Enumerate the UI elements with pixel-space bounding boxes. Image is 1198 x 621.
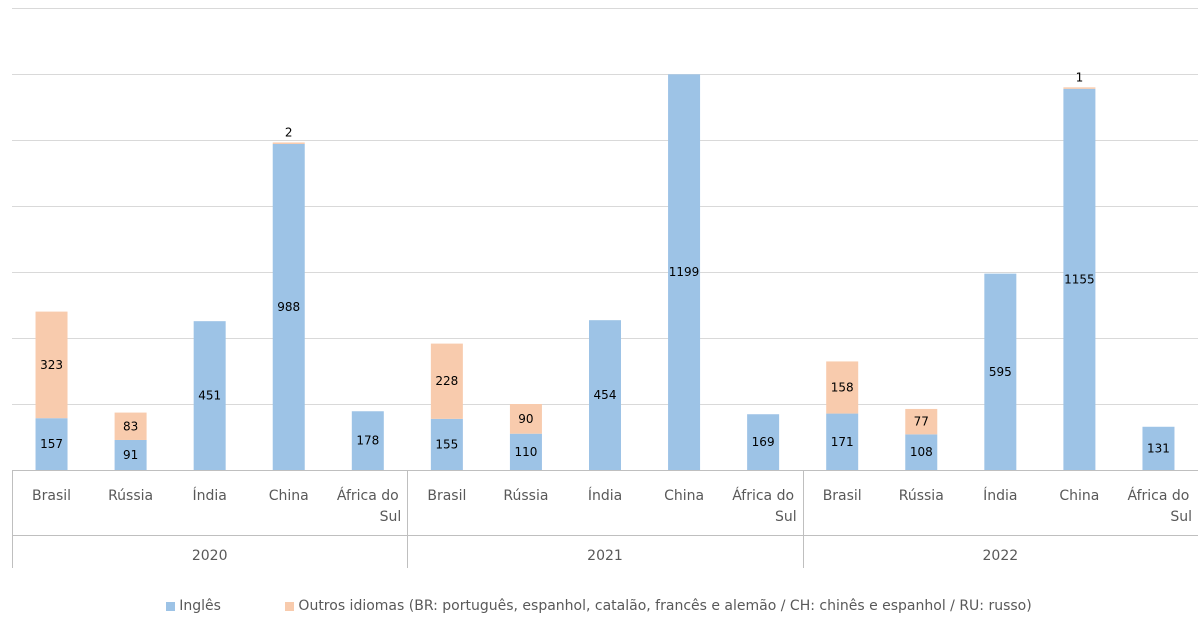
bar-ingles-2020-russia	[114, 439, 147, 470]
bar-outros-idiomas-2022-russia	[905, 408, 938, 435]
data-label-outros-idiomas-2020-russia: 83	[123, 419, 138, 433]
category-label-2020-brasil: Brasil	[32, 488, 71, 504]
category-label-2020-africa-do-sul-line1: África do	[337, 487, 399, 504]
data-label-outros-idiomas-2020-china: 2	[285, 125, 293, 139]
data-label-outros-idiomas-2022-brasil: 158	[831, 381, 854, 395]
category-label-2021-africa-do-sul-line1: África do	[732, 487, 794, 504]
data-label-ingles-2021-africa-do-sul: 169	[752, 435, 775, 449]
bar-ingles-2021-china	[668, 74, 701, 470]
bar-ingles-2020-africa-do-sul	[351, 411, 384, 470]
bar-outros-idiomas-2022-brasil	[826, 361, 859, 414]
legend-swatch-ingles	[166, 601, 176, 611]
category-label-2021-russia: Rússia	[503, 488, 548, 504]
data-label-ingles-2022-india: 595	[989, 365, 1012, 379]
bar-ingles-2021-russia	[509, 433, 542, 470]
data-label-ingles-2021-china: 1199	[669, 265, 700, 279]
bar-ingles-2022-india	[984, 273, 1017, 470]
category-label-2021-china: China	[664, 488, 704, 504]
data-label-outros-idiomas-2020-brasil: 323	[40, 358, 63, 372]
legend-item-ingles: Inglês	[166, 598, 221, 614]
data-label-ingles-2020-africa-do-sul: 178	[356, 434, 379, 448]
data-label-ingles-2021-russia: 110	[514, 445, 537, 459]
legend-label-ingles: Inglês	[179, 598, 221, 614]
bar-ingles-2021-india	[589, 320, 621, 470]
bar-ingles-2022-brasil	[826, 413, 859, 470]
bar-ingles-2020-brasil	[35, 418, 68, 470]
category-label-2022-russia: Rússia	[899, 488, 944, 504]
category-label-2020-china: China	[269, 488, 309, 504]
bar-ingles-2020-china	[272, 143, 305, 470]
bar-ingles-2020-india	[193, 321, 226, 470]
category-label-2022-africa-do-sul-line2: Sul	[1170, 509, 1192, 525]
legend-item-outros-idiomas: Outros idiomas (BR: português, espanhol,…	[285, 598, 1032, 614]
data-label-outros-idiomas-2022-china: 1	[1076, 70, 1084, 84]
data-label-ingles-2022-africa-do-sul: 131	[1147, 441, 1170, 455]
bar-outros-idiomas-2020-brasil	[35, 311, 68, 419]
bar-ingles-2021-africa-do-sul	[747, 414, 780, 470]
category-label-2022-africa-do-sul-line1: África do	[1128, 487, 1190, 504]
bar-ingles-2022-africa-do-sul	[1142, 426, 1175, 470]
data-label-ingles-2022-russia: 108	[910, 445, 933, 459]
bar-ingles-2022-russia	[905, 434, 938, 470]
data-label-ingles-2022-brasil: 171	[831, 435, 854, 449]
group-label-2022: 2022	[983, 548, 1019, 564]
category-label-2022-brasil: Brasil	[823, 488, 862, 504]
data-label-ingles-2020-russia: 91	[123, 448, 138, 462]
category-label-2021-india: Índia	[588, 487, 622, 504]
data-label-outros-idiomas-2021-brasil: 228	[435, 374, 458, 388]
bar-outros-idiomas-2021-russia	[509, 404, 542, 434]
bar-outros-idiomas-2021-brasil	[430, 343, 463, 419]
category-label-2021-africa-do-sul-line2: Sul	[775, 509, 797, 525]
data-label-outros-idiomas-2022-russia: 77	[914, 415, 929, 429]
bar-outros-idiomas-2022-china	[1063, 87, 1096, 89]
data-label-ingles-2022-china: 1155	[1064, 272, 1095, 286]
bar-outros-idiomas-2020-russia	[114, 412, 147, 440]
legend: Inglês Outros idiomas (BR: português, es…	[0, 598, 1198, 615]
category-label-2020-india: Índia	[192, 487, 226, 504]
bar-ingles-2022-china	[1063, 88, 1096, 470]
data-label-ingles-2020-brasil: 157	[40, 437, 63, 451]
stacked-bar-chart: 157 323 Brasil 91 83 Rússia 451 Índia 988 2 China 1…	[12, 8, 1198, 568]
bar-outros-idiomas-2020-china	[272, 142, 305, 144]
legend-swatch-outros-idiomas	[285, 601, 295, 611]
category-label-2020-russia: Rússia	[108, 488, 153, 504]
legend-label-outros-idiomas: Outros idiomas (BR: português, espanhol,…	[298, 598, 1032, 614]
data-label-outros-idiomas-2021-russia: 90	[518, 412, 533, 426]
category-label-2021-brasil: Brasil	[427, 488, 466, 504]
group-label-2020: 2020	[192, 548, 228, 564]
group-label-2021: 2021	[587, 548, 623, 564]
data-label-ingles-2020-china: 988	[277, 300, 300, 314]
data-label-ingles-2020-india: 451	[198, 389, 221, 403]
category-label-2020-africa-do-sul-line2: Sul	[380, 509, 402, 525]
data-label-ingles-2021-india: 454	[594, 388, 617, 402]
data-label-ingles-2021-brasil: 155	[435, 437, 458, 451]
category-label-2022-india: Índia	[983, 487, 1017, 504]
bar-ingles-2021-brasil	[430, 418, 463, 470]
category-label-2022-china: China	[1059, 488, 1099, 504]
